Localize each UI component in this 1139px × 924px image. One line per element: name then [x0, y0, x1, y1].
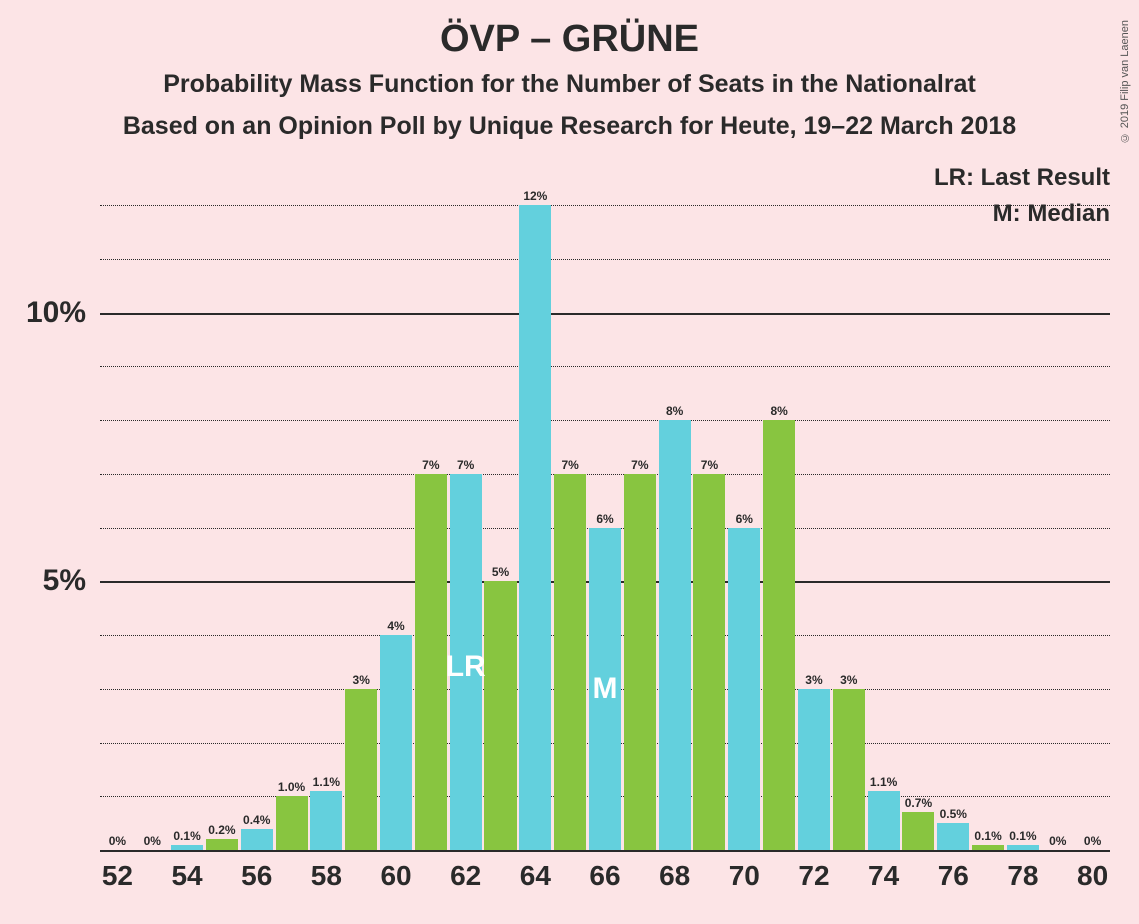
x-tick-label: 66 [589, 850, 620, 892]
bar: 1.1% [868, 791, 900, 850]
x-tick-label: 80 [1077, 850, 1108, 892]
gridline-major [100, 313, 1110, 315]
bar-value-label: 0.1% [1009, 829, 1036, 845]
x-tick-label: 68 [659, 850, 690, 892]
x-tick-label: 58 [311, 850, 342, 892]
bar-value-label: 0% [144, 834, 161, 850]
gridline-minor [100, 420, 1110, 421]
chart-subtitle-2: Based on an Opinion Poll by Unique Resea… [0, 112, 1139, 141]
x-tick-label: 76 [938, 850, 969, 892]
bar: 0.2% [206, 839, 238, 850]
bar-value-label: 6% [596, 512, 613, 528]
bar: 1.1% [310, 791, 342, 850]
y-tick-label: 10% [26, 296, 100, 330]
bar-value-label: 7% [561, 458, 578, 474]
x-tick-label: 74 [868, 850, 899, 892]
bar: 4% [380, 635, 412, 850]
bar-value-label: 0.2% [208, 823, 235, 839]
bar: 6% [728, 528, 760, 851]
x-tick-label: 54 [171, 850, 202, 892]
bar: 7% [693, 474, 725, 850]
x-tick-label: 62 [450, 850, 481, 892]
x-axis-line [100, 850, 1110, 852]
bar-value-label: 0.7% [905, 796, 932, 812]
gridline-minor [100, 205, 1110, 206]
bar: 3% [798, 689, 830, 850]
bar-value-label: 7% [631, 458, 648, 474]
bar: 12% [519, 205, 551, 850]
x-tick-label: 78 [1007, 850, 1038, 892]
marker-lr: LR [446, 650, 486, 684]
gridline-minor [100, 259, 1110, 260]
bar-value-label: 1.0% [278, 780, 305, 796]
bar-value-label: 0% [109, 834, 126, 850]
bar: 5% [484, 581, 516, 850]
bar: 3% [345, 689, 377, 850]
bar: 8% [659, 420, 691, 850]
bar-value-label: 0.1% [173, 829, 200, 845]
bar: 7% [554, 474, 586, 850]
bar-value-label: 8% [770, 404, 787, 420]
plot-region: 5%10%0%0%0.1%0.2%0.4%1.0%1.1%3%4%7%7%5%1… [100, 162, 1110, 850]
bar: 0.5% [937, 823, 969, 850]
y-tick-label: 5% [43, 564, 100, 598]
bar-value-label: 1.1% [870, 775, 897, 791]
gridline-minor [100, 474, 1110, 475]
bar-value-label: 1.1% [313, 775, 340, 791]
bar-value-label: 6% [736, 512, 753, 528]
x-tick-label: 56 [241, 850, 272, 892]
chart-area: LR: Last Result M: Median 5%10%0%0%0.1%0… [100, 162, 1110, 850]
bar-value-label: 0% [1084, 834, 1101, 850]
x-tick-label: 52 [102, 850, 133, 892]
bar: 0.7% [902, 812, 934, 850]
x-tick-label: 64 [520, 850, 551, 892]
bar: 7% [415, 474, 447, 850]
bar-value-label: 3% [805, 673, 822, 689]
bar: 0.4% [241, 829, 273, 851]
bar-value-label: 4% [387, 619, 404, 635]
bar: 7% [624, 474, 656, 850]
copyright-text: © 2019 Filip van Laenen [1119, 20, 1131, 143]
x-tick-label: 72 [798, 850, 829, 892]
bar-value-label: 0.5% [940, 807, 967, 823]
bar-value-label: 7% [422, 458, 439, 474]
chart-title: ÖVP – GRÜNE [0, 18, 1139, 61]
bar-value-label: 0.4% [243, 813, 270, 829]
bar-value-label: 8% [666, 404, 683, 420]
marker-m: M [593, 672, 618, 706]
chart-subtitle-1: Probability Mass Function for the Number… [0, 70, 1139, 99]
bar-value-label: 0.1% [974, 829, 1001, 845]
gridline-minor [100, 366, 1110, 367]
bar-value-label: 3% [840, 673, 857, 689]
bar-value-label: 5% [492, 565, 509, 581]
x-tick-label: 60 [380, 850, 411, 892]
bar-value-label: 0% [1049, 834, 1066, 850]
x-tick-label: 70 [729, 850, 760, 892]
bar-value-label: 3% [353, 673, 370, 689]
bar: 1.0% [276, 796, 308, 850]
bar: 3% [833, 689, 865, 850]
bar-value-label: 7% [457, 458, 474, 474]
bar: 8% [763, 420, 795, 850]
bar-value-label: 12% [523, 189, 547, 205]
bar-value-label: 7% [701, 458, 718, 474]
